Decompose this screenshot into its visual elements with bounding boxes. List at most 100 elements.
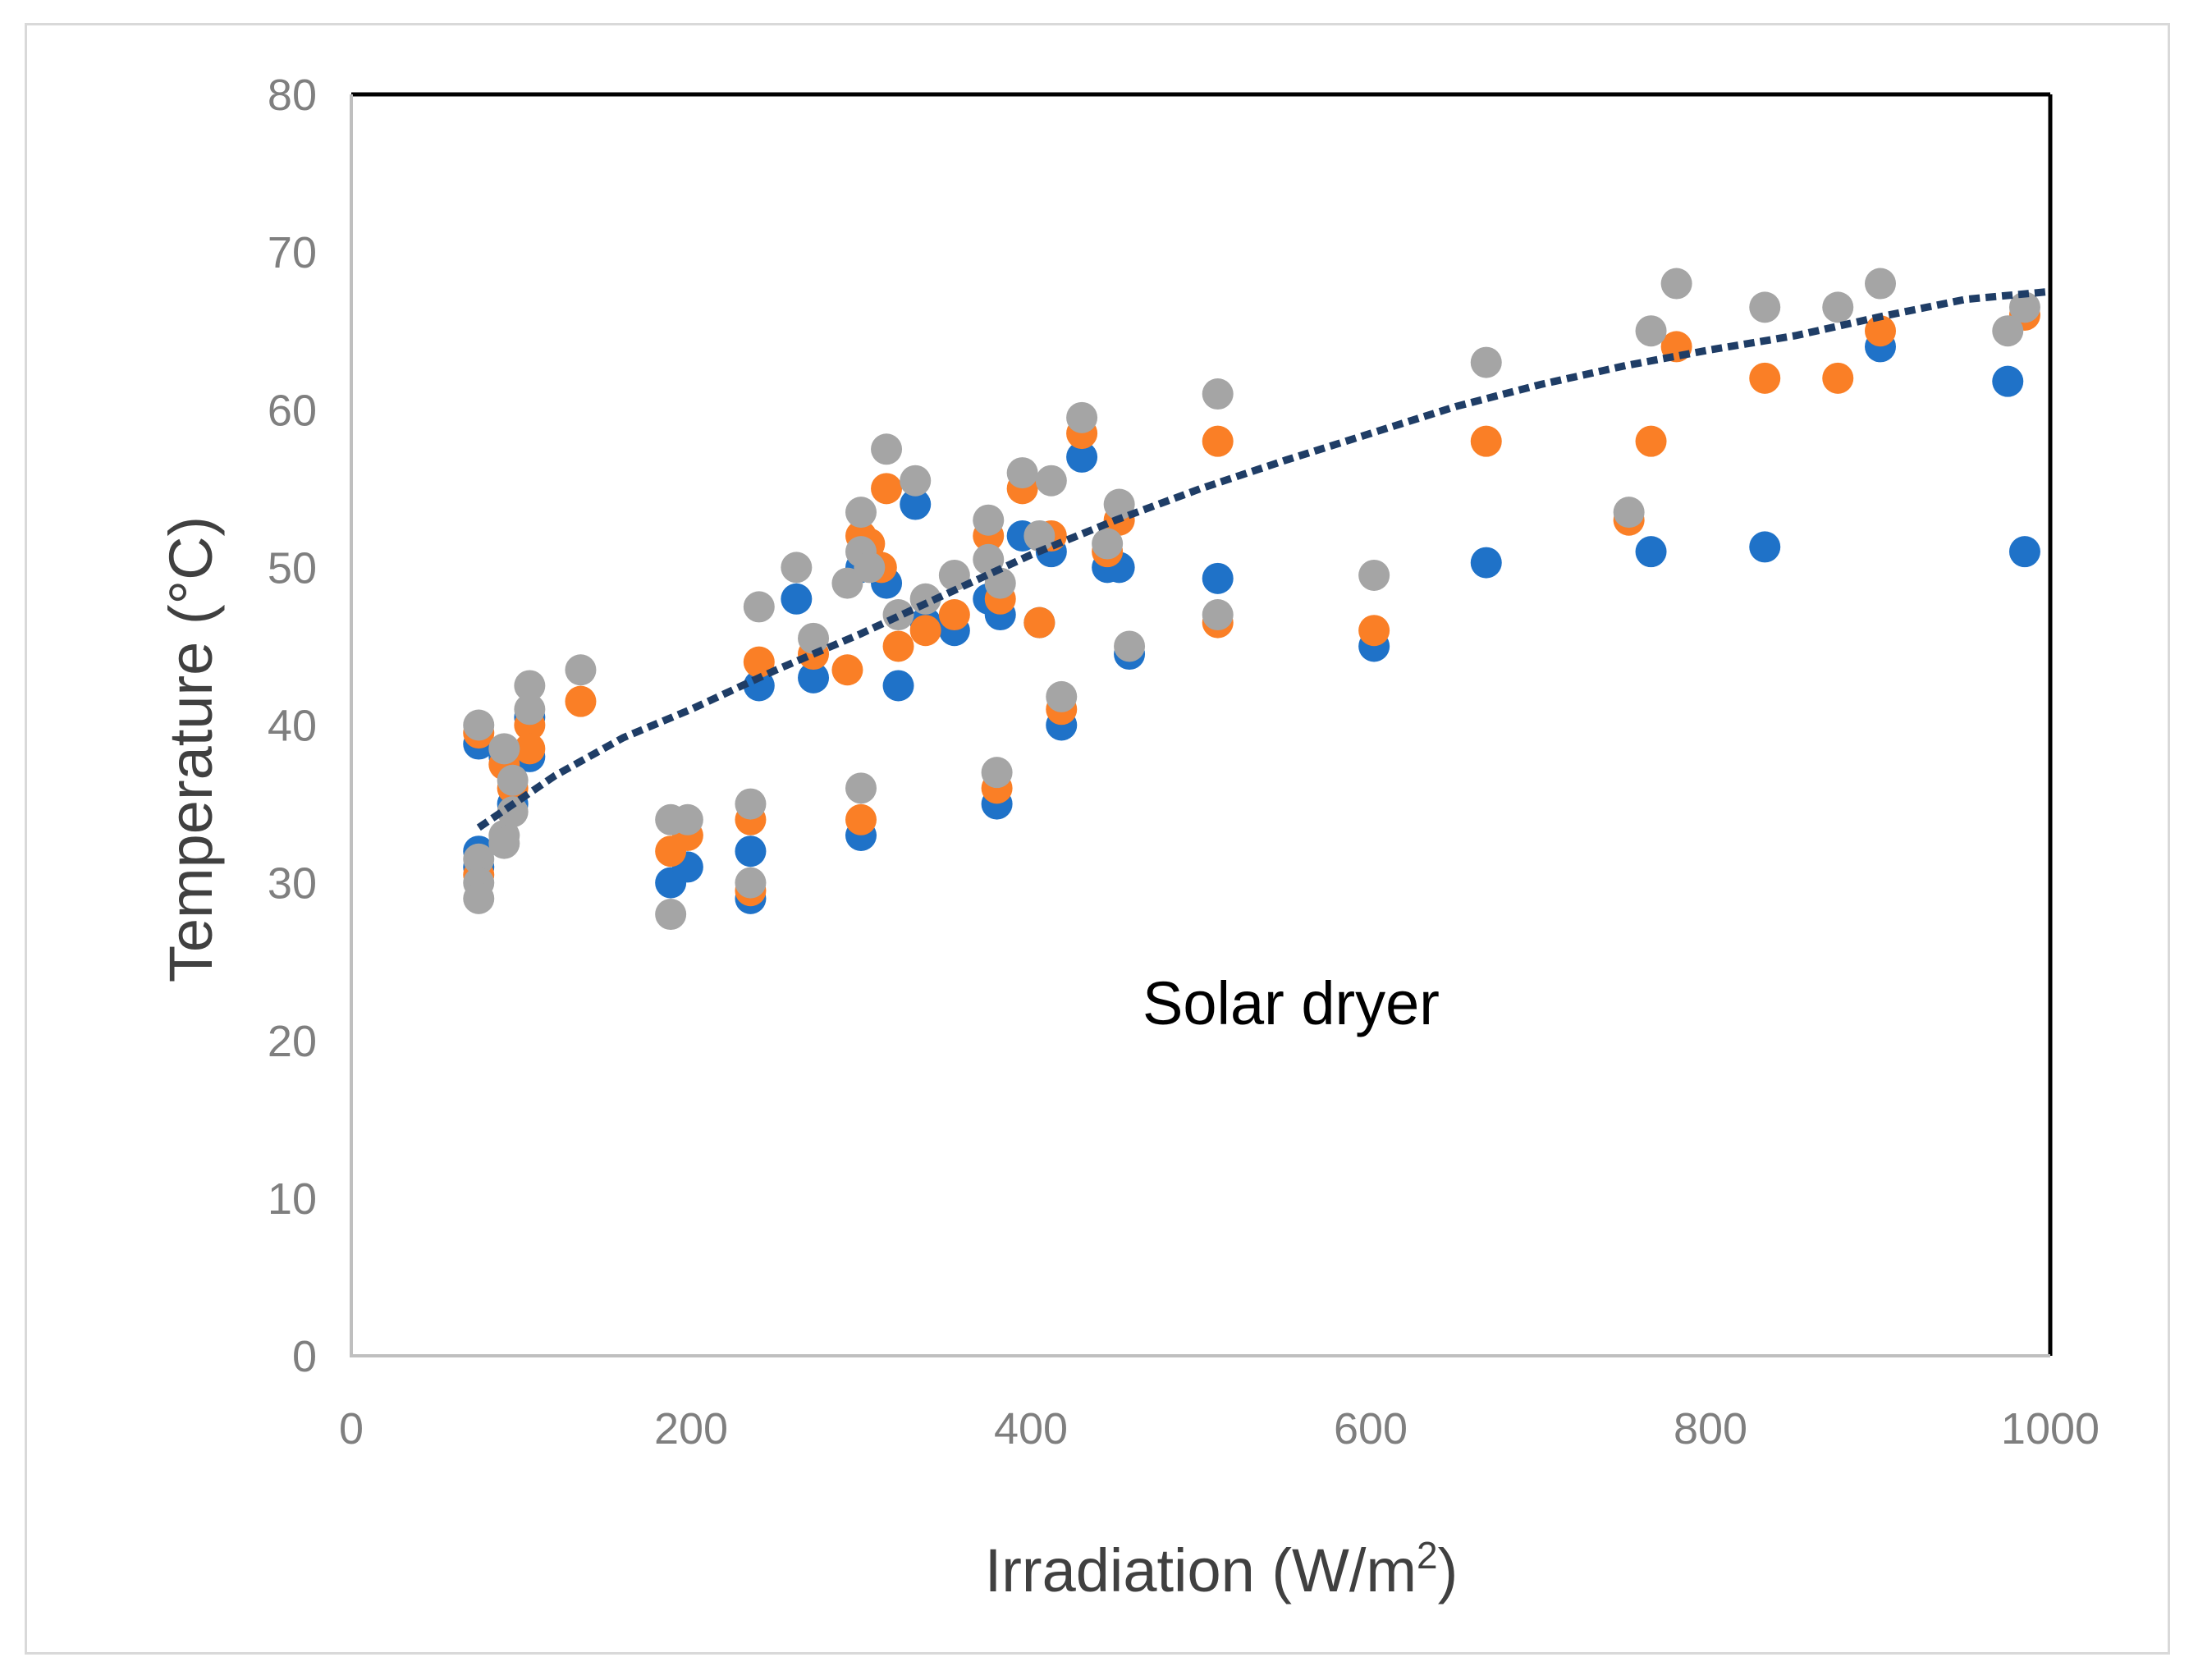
data-point xyxy=(871,473,903,505)
data-point xyxy=(845,803,877,835)
data-point xyxy=(1865,315,1896,347)
data-point xyxy=(781,583,813,615)
data-point xyxy=(973,504,1005,536)
data-point xyxy=(1635,315,1667,347)
y-axis-title: Temperature (°C) xyxy=(157,516,225,982)
data-point xyxy=(743,670,775,702)
data-point xyxy=(488,733,520,765)
data-point xyxy=(798,622,830,654)
data-point xyxy=(1822,362,1854,394)
data-point xyxy=(565,685,597,717)
chart-frame: 0 200 400 600 800 1000 0 10 20 30 40 50 60 70 80 Sola… xyxy=(25,23,2170,1655)
x-tick-labels: 0 200 400 600 800 1000 xyxy=(339,1404,2100,1453)
data-point xyxy=(1822,291,1854,323)
data-point xyxy=(854,552,886,584)
data-point xyxy=(463,709,495,741)
data-point xyxy=(831,567,863,599)
x-tick-label: 0 xyxy=(339,1404,364,1453)
data-point xyxy=(1992,365,2024,397)
data-point xyxy=(497,796,529,828)
data-point xyxy=(671,803,703,835)
data-point xyxy=(1749,531,1781,563)
data-point xyxy=(1066,401,1098,433)
data-point xyxy=(463,843,495,875)
data-point xyxy=(882,670,914,702)
data-point xyxy=(845,772,877,804)
y-tick-label: 60 xyxy=(268,386,317,435)
plot-area xyxy=(350,92,2053,1357)
data-point xyxy=(871,433,903,465)
data-point xyxy=(743,646,775,678)
y-tick-label: 30 xyxy=(268,859,317,909)
series-3-points xyxy=(463,268,2040,931)
data-point xyxy=(1202,599,1234,631)
data-point xyxy=(981,757,1013,789)
scatter-chart: 0 200 400 600 800 1000 0 10 20 30 40 50 60 70 80 Sola… xyxy=(157,71,2100,1604)
data-point xyxy=(1006,457,1038,489)
data-point xyxy=(1046,680,1078,712)
y-tick-label: 80 xyxy=(268,71,317,120)
data-point xyxy=(514,670,546,702)
x-axis-title-suffix: ) xyxy=(1438,1536,1458,1604)
y-tick-label: 50 xyxy=(268,543,317,593)
data-point xyxy=(655,899,687,931)
data-point xyxy=(845,497,877,529)
data-point xyxy=(1114,630,1146,662)
data-point xyxy=(735,867,767,899)
data-point xyxy=(1023,607,1055,639)
data-point xyxy=(565,654,597,686)
data-point xyxy=(938,599,970,631)
data-point xyxy=(909,615,941,647)
data-point xyxy=(900,488,932,520)
x-axis-title: Irradiation (W/m2) xyxy=(985,1534,1458,1604)
data-point xyxy=(1865,268,1896,300)
data-point xyxy=(900,465,932,497)
x-tick-label: 400 xyxy=(994,1404,1068,1453)
trendline-path xyxy=(476,287,2051,831)
data-point xyxy=(488,827,520,859)
data-point xyxy=(2008,536,2040,568)
x-tick-label: 600 xyxy=(1334,1404,1408,1453)
data-point xyxy=(1749,362,1781,394)
data-point xyxy=(1358,559,1390,591)
data-point xyxy=(1635,536,1667,568)
y-tick-label: 0 xyxy=(292,1332,317,1381)
trendline-layer xyxy=(476,287,2051,831)
data-point xyxy=(514,733,546,765)
data-point xyxy=(1613,497,1645,529)
data-point xyxy=(463,882,495,914)
y-tick-label: 70 xyxy=(268,228,317,277)
data-point xyxy=(1470,346,1502,378)
data-point xyxy=(1103,488,1135,520)
data-point xyxy=(984,567,1016,599)
data-point xyxy=(1066,441,1098,473)
data-point xyxy=(1092,528,1124,560)
data-point xyxy=(798,661,830,694)
y-tick-labels: 0 10 20 30 40 50 60 70 80 xyxy=(268,71,317,1381)
chart-annotation: Solar dryer xyxy=(1143,969,1440,1037)
data-point xyxy=(1202,425,1234,457)
y-tick-label: 20 xyxy=(268,1017,317,1066)
x-axis-title-main: Irradiation (W/m xyxy=(985,1536,1417,1604)
data-point xyxy=(743,591,775,623)
data-point xyxy=(735,788,767,820)
data-point xyxy=(2008,291,2040,323)
y-tick-label: 40 xyxy=(268,702,317,751)
data-point xyxy=(1470,425,1502,457)
x-tick-label: 1000 xyxy=(2001,1404,2100,1453)
data-point xyxy=(1035,465,1067,497)
x-tick-label: 800 xyxy=(1674,1404,1747,1453)
data-point xyxy=(1358,615,1390,647)
data-point xyxy=(1202,378,1234,410)
data-point xyxy=(1749,291,1781,323)
data-point xyxy=(1202,562,1234,594)
y-tick-label: 10 xyxy=(268,1174,317,1224)
data-point xyxy=(1992,315,2024,347)
data-point xyxy=(1660,268,1692,300)
x-axis-title-superscript: 2 xyxy=(1417,1534,1438,1577)
data-point xyxy=(781,552,813,584)
x-tick-label: 200 xyxy=(654,1404,728,1453)
data-points xyxy=(463,268,2040,931)
data-point xyxy=(497,764,529,796)
data-point xyxy=(882,630,914,662)
